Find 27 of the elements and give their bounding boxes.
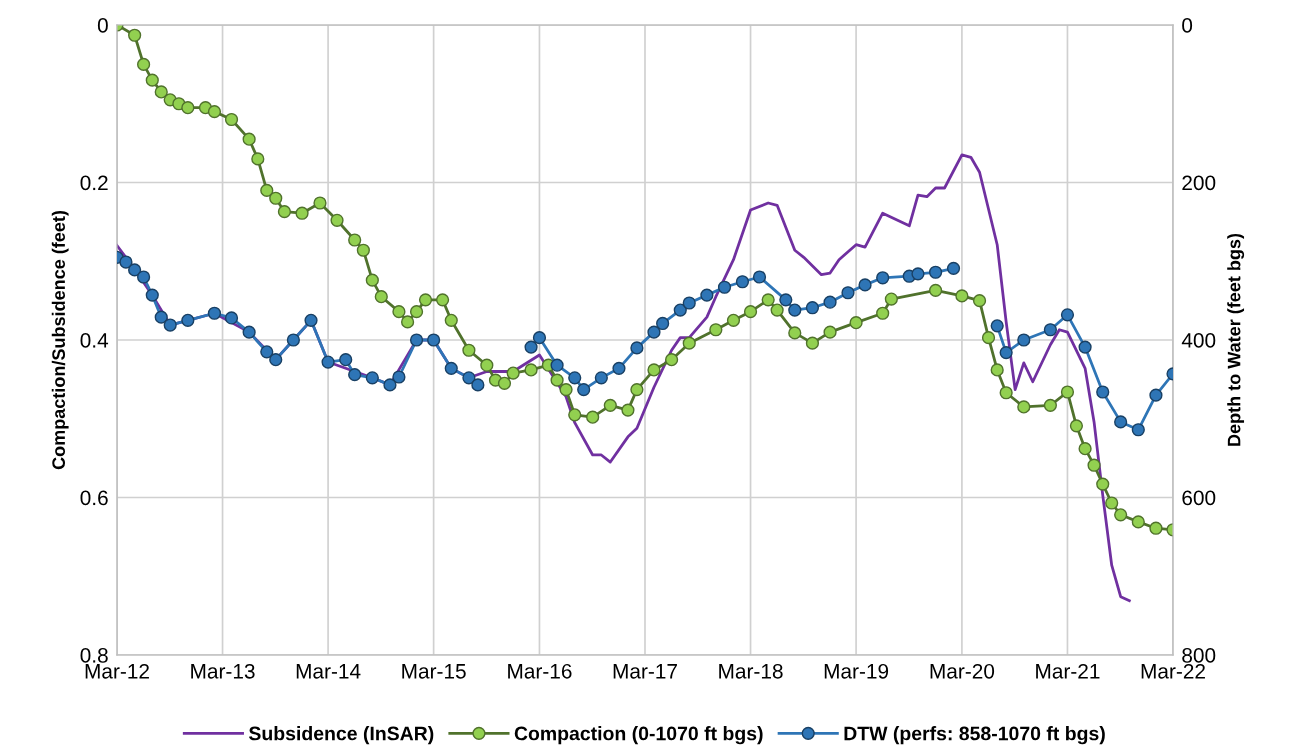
- x-tick-label: Mar-15: [402, 664, 466, 679]
- y-tick-label: 0.6: [80, 490, 108, 506]
- y-tick-label: 0.8: [80, 648, 108, 663]
- legend-label: Compaction (0-1070 ft bgs): [514, 726, 763, 745]
- y-axis-title: Compaction/Subsidence (feet): [51, 210, 69, 470]
- y2-axis-title: Depth to Water (feet bgs): [1227, 233, 1245, 446]
- x-tick-label: Mar-20: [930, 663, 995, 679]
- x-tick-label: Mar-18: [719, 663, 783, 679]
- y2-tick-label: 800: [1182, 648, 1216, 663]
- y2-tick-label: 200: [1182, 175, 1216, 191]
- x-tick-label: Mar-22: [1141, 663, 1205, 679]
- y-tick-label: 0.4: [80, 333, 109, 348]
- legend-label: Subsidence (InSAR): [248, 726, 434, 745]
- x-tick-label: Mar-17: [613, 664, 677, 679]
- x-tick-label: Mar-13: [191, 663, 255, 679]
- line-series: [117, 153, 1131, 603]
- y-tick-label: 0: [97, 18, 108, 33]
- y2-tick-label: 400: [1181, 333, 1216, 348]
- x-tick-label: Mar-21: [1036, 663, 1100, 679]
- y-tick-label: 0.2: [80, 175, 108, 191]
- x-tick-label: Mar-16: [508, 663, 572, 679]
- x-tick-label: Mar-14: [296, 664, 361, 679]
- x-tick-label: Mar-19: [824, 663, 889, 679]
- y2-tick-label: 0: [1182, 18, 1193, 33]
- y2-tick-label: 600: [1182, 490, 1216, 506]
- legend-label: DTW (perfs: 858-1070 ft bgs): [844, 726, 1105, 745]
- x-tick-label: Mar-12: [85, 663, 149, 679]
